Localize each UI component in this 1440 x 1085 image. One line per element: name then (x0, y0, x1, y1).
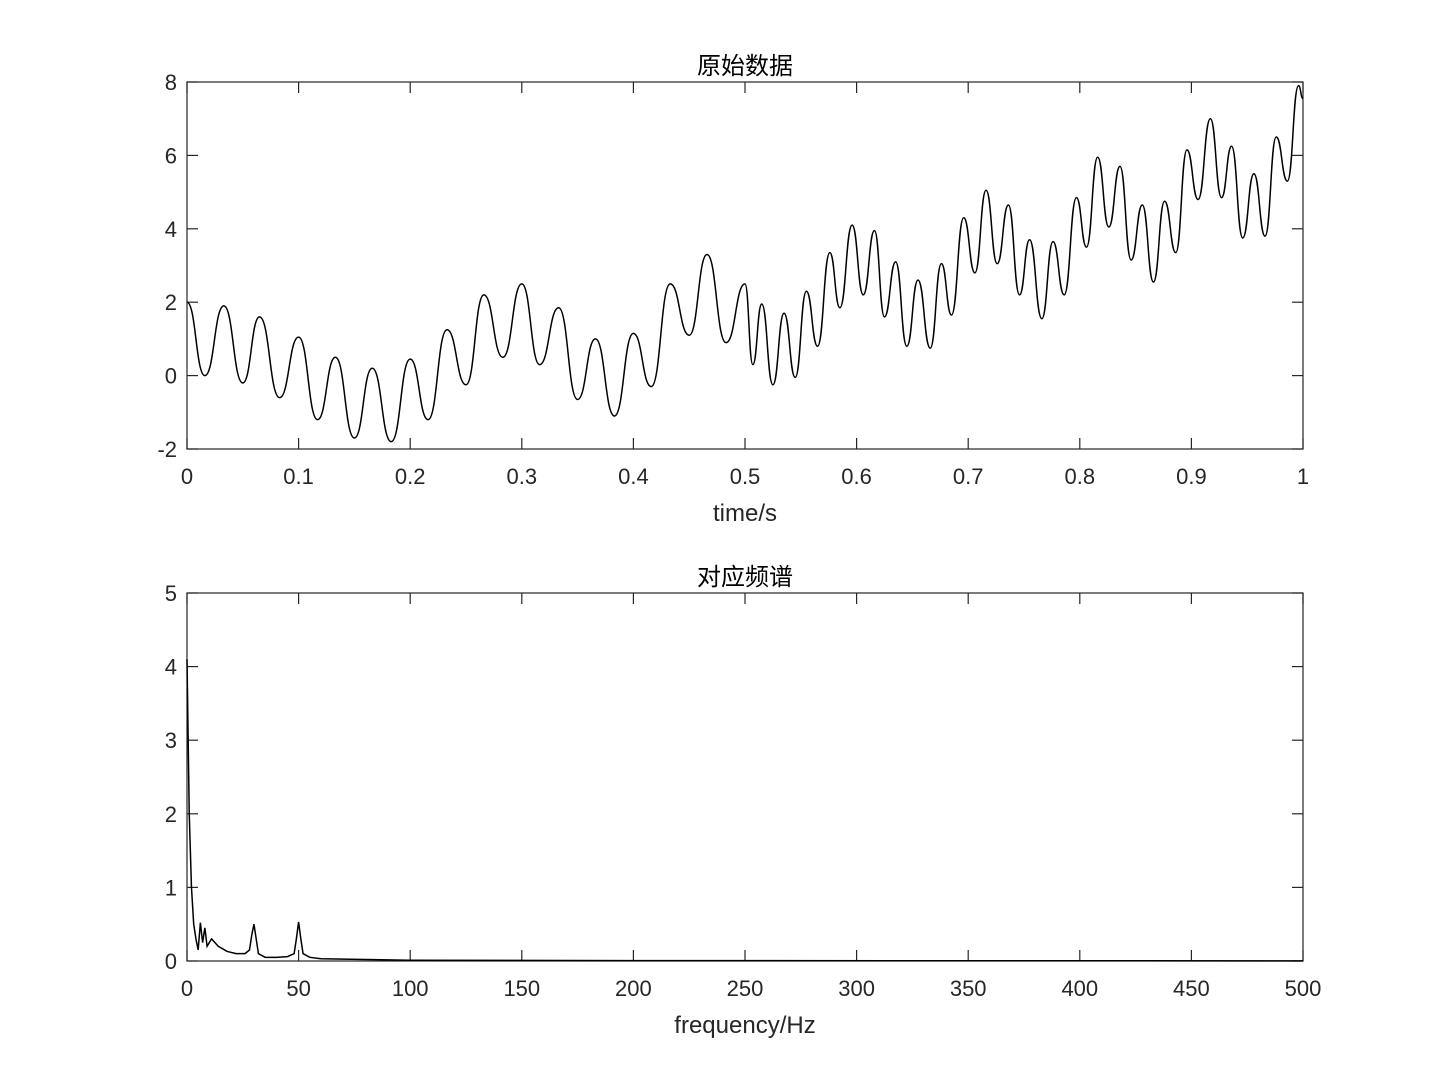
y-tick-label: 4 (165, 217, 177, 242)
x-tick-label: 0.7 (953, 464, 984, 489)
x-axis-label: frequency/Hz (674, 1012, 815, 1039)
x-tick-label: 0.9 (1176, 464, 1207, 489)
axes-box (186, 81, 1304, 450)
x-tick-label: 0 (181, 976, 193, 1001)
y-tick-label: 5 (165, 581, 177, 606)
axes-box (186, 592, 1304, 962)
x-tick-label: 0.2 (395, 464, 426, 489)
x-tick-label: 150 (503, 976, 540, 1001)
y-tick-label: 2 (165, 802, 177, 827)
x-tick-label: 300 (838, 976, 875, 1001)
x-tick-label: 0.4 (618, 464, 649, 489)
x-tick-label: 50 (286, 976, 310, 1001)
x-tick-label: 0.5 (730, 464, 761, 489)
x-tick-label: 450 (1173, 976, 1210, 1001)
x-tick-label: 400 (1061, 976, 1098, 1001)
data-line (186, 84, 1304, 443)
x-tick-label: 0.3 (507, 464, 538, 489)
y-tick-label: 6 (165, 143, 177, 168)
y-tick-label: 0 (165, 364, 177, 389)
y-tick-label: -2 (157, 437, 177, 462)
x-tick-label: 250 (727, 976, 764, 1001)
x-tick-label: 0.1 (283, 464, 314, 489)
y-tick-label: 2 (165, 290, 177, 315)
x-tick-label: 1 (1297, 464, 1309, 489)
x-tick-label: 500 (1285, 976, 1322, 1001)
subplot: 0 50 100 150 200 250 300 350 400 450 500 0 1 2 3 4 5 对应频谱… (165, 564, 1322, 1039)
x-axis-label: time/s (713, 500, 777, 527)
y-tick-label: 3 (165, 728, 177, 753)
x-tick-label: 0.6 (841, 464, 872, 489)
y-tick-label: 0 (165, 949, 177, 974)
x-tick-label: 0.8 (1065, 464, 1096, 489)
y-tick-label: 4 (165, 655, 177, 680)
y-tick-label: 1 (165, 875, 177, 900)
x-tick-label: 100 (392, 976, 429, 1001)
y-tick-label: 8 (165, 70, 177, 95)
x-tick-label: 200 (615, 976, 652, 1001)
chart-title: 原始数据 (697, 53, 793, 80)
subplot: 0 0.1 0.2 0.3 0.4 0.5 0.6 0.7 0.8 0.9 1-202468原始数据… (157, 53, 1309, 527)
x-tick-label: 350 (950, 976, 987, 1001)
data-line (186, 659, 1304, 962)
chart-title: 对应频谱 (697, 564, 793, 591)
x-tick-label: 0 (181, 464, 193, 489)
